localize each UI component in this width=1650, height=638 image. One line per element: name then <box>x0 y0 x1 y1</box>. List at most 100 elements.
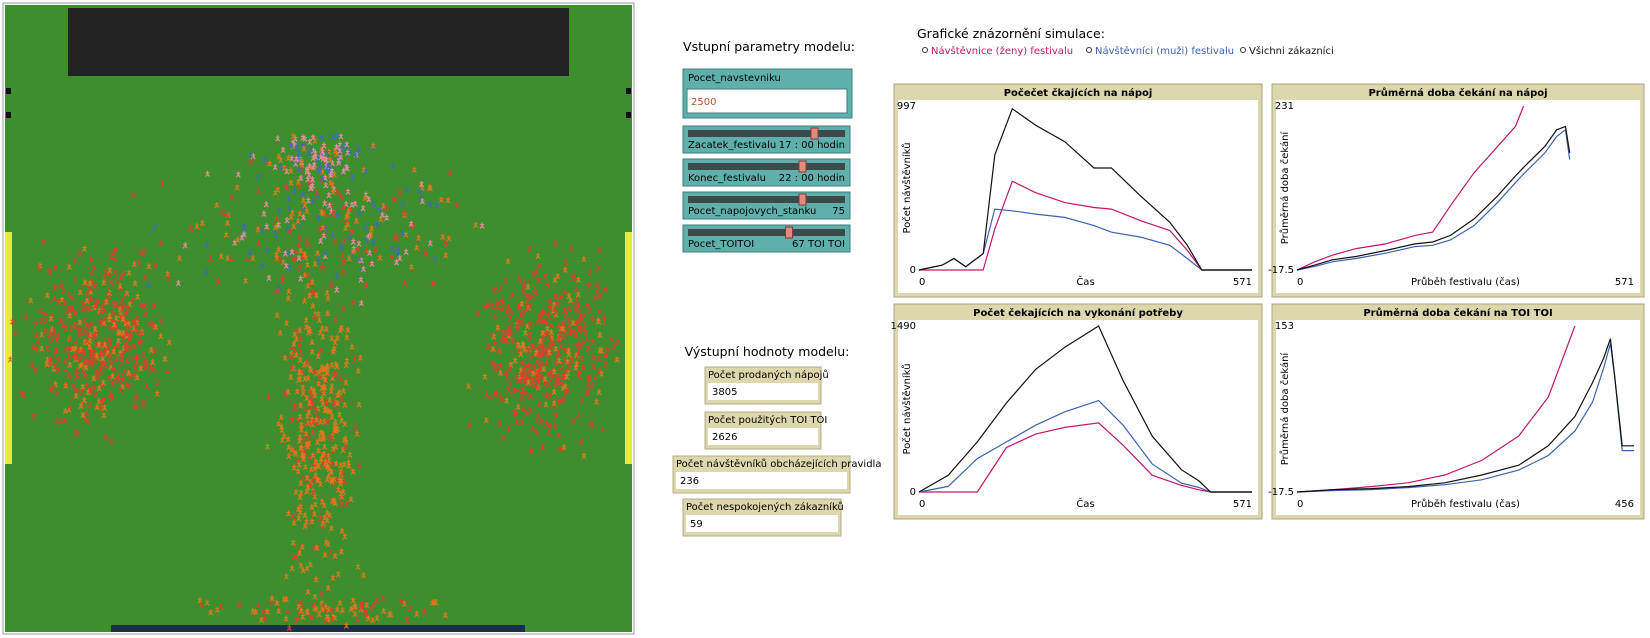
monitor-label: Počet návštěvníků obcházejících pravidla <box>676 458 881 470</box>
slider-knob[interactable] <box>810 127 819 140</box>
agent <box>599 425 605 432</box>
agent <box>403 231 409 238</box>
agent <box>329 167 335 175</box>
agent <box>120 305 125 313</box>
agent <box>115 377 121 384</box>
agent <box>281 433 287 440</box>
agent <box>536 359 542 366</box>
agent <box>291 464 297 471</box>
agent <box>135 293 141 300</box>
agent <box>522 329 528 336</box>
agent <box>520 387 525 394</box>
agent <box>556 349 562 356</box>
agent <box>331 186 337 193</box>
agent <box>418 195 424 202</box>
agent <box>573 364 579 371</box>
agent <box>312 501 318 508</box>
series-line <box>918 325 1252 493</box>
agent <box>88 386 93 394</box>
agent <box>339 493 345 500</box>
agent <box>99 320 105 327</box>
agent <box>490 360 496 368</box>
agent <box>307 400 312 407</box>
agent <box>98 318 104 325</box>
agent <box>246 249 252 256</box>
agent <box>350 468 356 475</box>
slider-knob[interactable] <box>785 226 793 239</box>
agent <box>310 302 316 310</box>
agent <box>540 444 545 451</box>
agent <box>107 374 113 382</box>
agent <box>528 448 534 455</box>
agent <box>102 342 108 349</box>
agent <box>319 395 325 403</box>
agent <box>342 533 348 540</box>
agent <box>67 312 73 319</box>
agent <box>31 412 37 420</box>
agent <box>106 293 112 300</box>
agent <box>111 345 117 353</box>
agent <box>223 231 229 238</box>
agent <box>120 316 126 323</box>
agent <box>560 333 566 340</box>
agent <box>159 180 165 187</box>
agent <box>328 388 334 395</box>
agent <box>39 331 45 338</box>
stage <box>68 8 569 76</box>
agent <box>540 347 546 355</box>
agent <box>49 312 55 320</box>
agent <box>120 383 125 391</box>
agent <box>318 455 324 462</box>
input-field[interactable] <box>686 88 848 114</box>
agent <box>260 608 266 615</box>
agent <box>224 212 230 219</box>
agent <box>299 543 305 551</box>
agent <box>506 366 512 373</box>
monitor-value: 2626 <box>712 432 737 443</box>
agent <box>309 182 315 189</box>
agent <box>77 289 83 296</box>
x-max-label: 456 <box>1615 499 1634 510</box>
agent <box>603 351 609 358</box>
slider-knob[interactable] <box>798 160 807 173</box>
agent <box>297 327 303 334</box>
agent <box>365 615 371 622</box>
agent <box>311 601 317 609</box>
agent <box>126 369 132 377</box>
agent <box>58 318 64 325</box>
slider-knob[interactable] <box>798 193 807 206</box>
agent <box>543 391 549 399</box>
agent <box>269 599 275 606</box>
agent <box>324 510 330 517</box>
agent <box>549 375 555 382</box>
agent <box>203 268 209 276</box>
agent <box>291 519 297 527</box>
agent <box>340 305 346 312</box>
agent <box>519 395 524 402</box>
agent <box>315 405 321 412</box>
agent <box>528 354 534 362</box>
agent <box>54 336 60 343</box>
agent <box>305 197 311 204</box>
agent <box>324 159 330 166</box>
agent <box>166 339 172 346</box>
agent <box>556 377 561 384</box>
agent <box>292 188 297 195</box>
agent <box>349 228 355 235</box>
agent <box>343 379 349 386</box>
agent <box>547 392 553 400</box>
series-line <box>918 399 1252 493</box>
agent <box>383 204 389 211</box>
agent <box>320 373 326 381</box>
agent <box>499 396 504 403</box>
agent <box>310 290 316 297</box>
agent <box>364 237 370 244</box>
agent <box>229 194 235 201</box>
agent <box>483 417 489 424</box>
agent <box>302 272 308 279</box>
agent <box>323 617 329 624</box>
agent <box>578 313 584 320</box>
agent <box>133 359 139 366</box>
agent <box>98 350 104 357</box>
agent <box>320 333 326 340</box>
